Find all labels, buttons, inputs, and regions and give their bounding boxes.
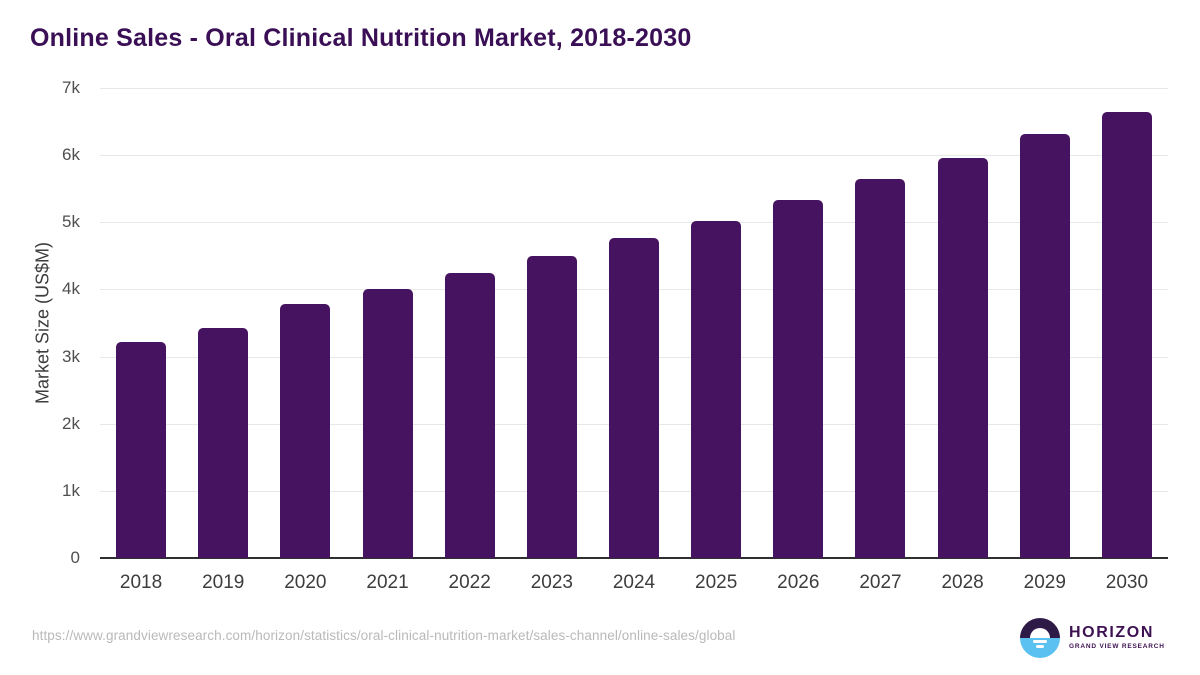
- x-tick-label-2024: 2024: [612, 572, 656, 593]
- x-axis-labels: 2018 2019 2020 2021 2022 2023 2024 2025 2026 2027…: [100, 568, 1168, 600]
- gridline-5k: [100, 222, 1168, 224]
- x-tick-label-2025: 2025: [695, 572, 738, 593]
- x-tick-label-2023: 2023: [530, 572, 573, 593]
- sun-horizon-icon: [1020, 618, 1060, 658]
- x-tick-label-2018: 2018: [119, 572, 163, 593]
- x-tick-label-2028: 2028: [941, 572, 984, 593]
- bar-2024[interactable]: [609, 238, 659, 558]
- sun-icon: [1030, 628, 1050, 638]
- bar-2029[interactable]: [1019, 134, 1070, 558]
- x-tick-label-2022: 2022: [448, 572, 491, 593]
- y-tick-label-4k: 4k: [62, 279, 80, 299]
- reflection-dash: [1036, 645, 1044, 648]
- logo-title: HORIZON: [1069, 624, 1154, 642]
- bar-2021[interactable]: [362, 288, 413, 558]
- y-tick-label-0: 0: [70, 548, 80, 567]
- plot-area: [100, 88, 1168, 559]
- x-tick-label-2029: 2029: [1023, 572, 1066, 593]
- x-axis-line: [100, 557, 1168, 559]
- bar-2030[interactable]: [1101, 111, 1152, 558]
- bar-2028[interactable]: [937, 157, 988, 558]
- bar-2020[interactable]: [280, 303, 331, 558]
- x-tick-label-2021: 2021: [366, 572, 409, 593]
- gridline-7k: [100, 88, 1168, 89]
- bar-2027[interactable]: [855, 179, 906, 558]
- bar-2022[interactable]: [444, 272, 495, 558]
- bar-2025[interactable]: [691, 220, 742, 558]
- bar-2018[interactable]: [116, 341, 167, 558]
- reflection-dash: [1033, 640, 1047, 643]
- x-tick-label-2030: 2030: [1105, 572, 1149, 593]
- x-tick-label-2027: 2027: [859, 572, 902, 593]
- logo-text: HORIZON GRAND VIEW RESEARCH: [1069, 625, 1165, 651]
- gridline-6k: [100, 155, 1168, 157]
- y-axis-labels: 0 1k 2k 3k 4k 5k 6k 7k: [30, 78, 90, 567]
- bar-2019[interactable]: [198, 327, 249, 558]
- source-url: https://www.grandviewresearch.com/horizo…: [32, 628, 736, 643]
- y-tick-label-5k: 5k: [62, 212, 80, 232]
- logo-subtitle: GRAND VIEW RESEARCH: [1069, 643, 1165, 651]
- page-title: Online Sales - Oral Clinical Nutrition M…: [30, 24, 692, 52]
- x-tick-label-2019: 2019: [202, 572, 245, 593]
- x-tick-label-2026: 2026: [777, 572, 820, 593]
- y-tick-label-3k: 3k: [62, 346, 80, 366]
- y-tick-label-7k: 7k: [62, 78, 80, 97]
- y-tick-label-2k: 2k: [62, 413, 80, 433]
- y-tick-label-6k: 6k: [62, 145, 80, 165]
- y-tick-label-1k: 1k: [62, 480, 80, 500]
- bar-2026[interactable]: [773, 200, 824, 558]
- x-tick-label-2020: 2020: [284, 572, 327, 593]
- bar-2023[interactable]: [526, 255, 577, 558]
- horizon-logo: HORIZON GRAND VIEW RESEARCH: [1020, 618, 1165, 658]
